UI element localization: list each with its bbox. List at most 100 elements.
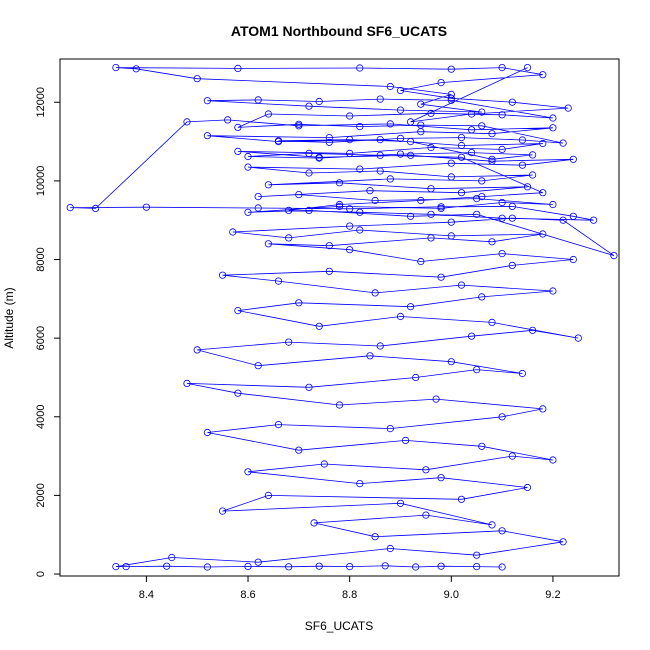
data-point bbox=[473, 365, 481, 374]
data-point bbox=[559, 139, 567, 147]
data-point bbox=[589, 216, 598, 224]
data-point bbox=[305, 149, 313, 157]
y-axis: 0 2000 4000 6000 8000 10000 12000 bbox=[35, 87, 60, 577]
data-point bbox=[523, 183, 532, 191]
data-point bbox=[488, 130, 496, 138]
data-point bbox=[478, 442, 486, 450]
data-point bbox=[508, 261, 516, 269]
y-tick-label: 6000 bbox=[35, 326, 47, 350]
series-layer bbox=[66, 64, 618, 571]
data-point bbox=[386, 175, 394, 183]
data-point bbox=[478, 177, 486, 185]
data-point bbox=[447, 173, 455, 181]
data-point bbox=[234, 147, 242, 155]
data-point bbox=[381, 562, 389, 570]
data-point bbox=[457, 189, 466, 197]
data-point bbox=[417, 100, 425, 108]
data-point bbox=[315, 97, 323, 106]
data-point bbox=[376, 167, 384, 175]
y-tick-label: 2000 bbox=[35, 483, 47, 507]
data-point bbox=[325, 242, 333, 250]
data-point bbox=[498, 214, 506, 222]
data-point bbox=[539, 71, 547, 79]
data-point bbox=[285, 234, 293, 242]
data-point bbox=[356, 123, 364, 131]
data-point bbox=[203, 428, 211, 437]
data-point bbox=[346, 246, 354, 254]
data-point bbox=[112, 562, 120, 571]
data-point bbox=[528, 151, 537, 159]
data-point bbox=[488, 238, 496, 246]
data-point bbox=[559, 538, 567, 546]
data-point bbox=[264, 110, 272, 118]
data-point bbox=[356, 226, 364, 234]
data-point bbox=[142, 203, 150, 211]
data-point bbox=[508, 98, 516, 106]
data-point bbox=[285, 338, 293, 346]
data-point bbox=[163, 562, 171, 570]
data-point bbox=[473, 210, 481, 218]
data-point bbox=[518, 136, 527, 144]
data-point bbox=[305, 383, 313, 391]
data-point bbox=[346, 562, 354, 571]
data-point bbox=[427, 185, 435, 193]
data-point bbox=[274, 137, 283, 145]
data-point bbox=[478, 108, 486, 116]
data-point bbox=[498, 527, 506, 535]
data-point bbox=[295, 299, 303, 307]
data-point bbox=[285, 206, 293, 214]
data-point bbox=[406, 138, 415, 146]
data-point bbox=[356, 208, 364, 216]
data-point bbox=[371, 289, 379, 297]
data-point bbox=[437, 562, 445, 570]
data-point bbox=[234, 64, 242, 73]
data-point bbox=[447, 218, 455, 226]
data-point bbox=[193, 346, 201, 354]
data-point bbox=[285, 563, 293, 571]
data-point bbox=[325, 138, 333, 146]
series-line bbox=[70, 67, 615, 568]
data-point bbox=[488, 155, 496, 163]
data-point bbox=[366, 352, 374, 360]
data-point bbox=[574, 334, 582, 342]
data-point bbox=[569, 212, 577, 220]
data-point bbox=[427, 143, 435, 152]
data-point bbox=[467, 126, 476, 134]
data-point bbox=[254, 96, 262, 104]
chart-title: ATOM1 Northbound SF6_UCATS bbox=[231, 23, 447, 39]
data-point bbox=[376, 95, 384, 103]
data-point bbox=[498, 64, 506, 72]
data-point bbox=[356, 64, 364, 72]
data-point bbox=[569, 255, 577, 264]
data-point bbox=[264, 491, 272, 499]
data-point bbox=[528, 326, 537, 334]
data-point bbox=[467, 110, 476, 118]
data-point bbox=[346, 222, 354, 230]
data-point bbox=[346, 205, 354, 213]
data-point bbox=[396, 150, 405, 158]
data-point bbox=[305, 102, 313, 110]
data-point bbox=[549, 114, 557, 122]
data-point bbox=[244, 208, 252, 216]
data-point bbox=[335, 200, 344, 209]
data-point bbox=[498, 250, 506, 258]
data-point bbox=[310, 519, 318, 527]
data-point bbox=[539, 405, 547, 413]
data-point bbox=[406, 212, 415, 220]
data-point bbox=[467, 149, 476, 157]
data-point bbox=[229, 228, 237, 236]
data-point bbox=[66, 204, 74, 212]
data-point bbox=[478, 122, 486, 130]
data-point bbox=[406, 118, 415, 126]
data-point bbox=[457, 134, 466, 142]
data-point bbox=[234, 389, 242, 397]
data-point bbox=[447, 159, 455, 167]
data-point bbox=[417, 121, 425, 129]
data-point bbox=[132, 65, 140, 73]
data-point bbox=[244, 562, 252, 571]
data-point bbox=[559, 216, 567, 224]
data-point bbox=[193, 75, 201, 83]
data-point bbox=[498, 413, 506, 421]
data-point bbox=[488, 157, 496, 165]
data-point bbox=[478, 193, 486, 201]
